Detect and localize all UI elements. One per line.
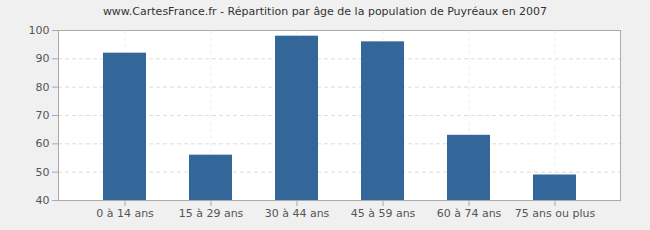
svg-text:60 à 74 ans: 60 à 74 ans: [437, 207, 502, 220]
svg-text:40: 40: [36, 194, 50, 207]
svg-text:0 à 14 ans: 0 à 14 ans: [96, 207, 154, 220]
svg-text:50: 50: [36, 166, 50, 179]
svg-text:30 à 44 ans: 30 à 44 ans: [265, 207, 330, 220]
svg-text:80: 80: [36, 81, 50, 94]
svg-text:75 ans ou plus: 75 ans ou plus: [515, 207, 596, 220]
svg-text:100: 100: [29, 24, 50, 37]
html-text:www.CartesFrance.fr - Répartit: www.CartesFrance.fr - Répartition par âg…: [102, 5, 548, 18]
svg-text:90: 90: [36, 52, 50, 65]
svg-text:70: 70: [36, 109, 50, 122]
svg-text:60: 60: [36, 137, 50, 150]
svg-text:45 à 59 ans: 45 à 59 ans: [351, 207, 416, 220]
svg-text:15 à 29 ans: 15 à 29 ans: [179, 207, 244, 220]
